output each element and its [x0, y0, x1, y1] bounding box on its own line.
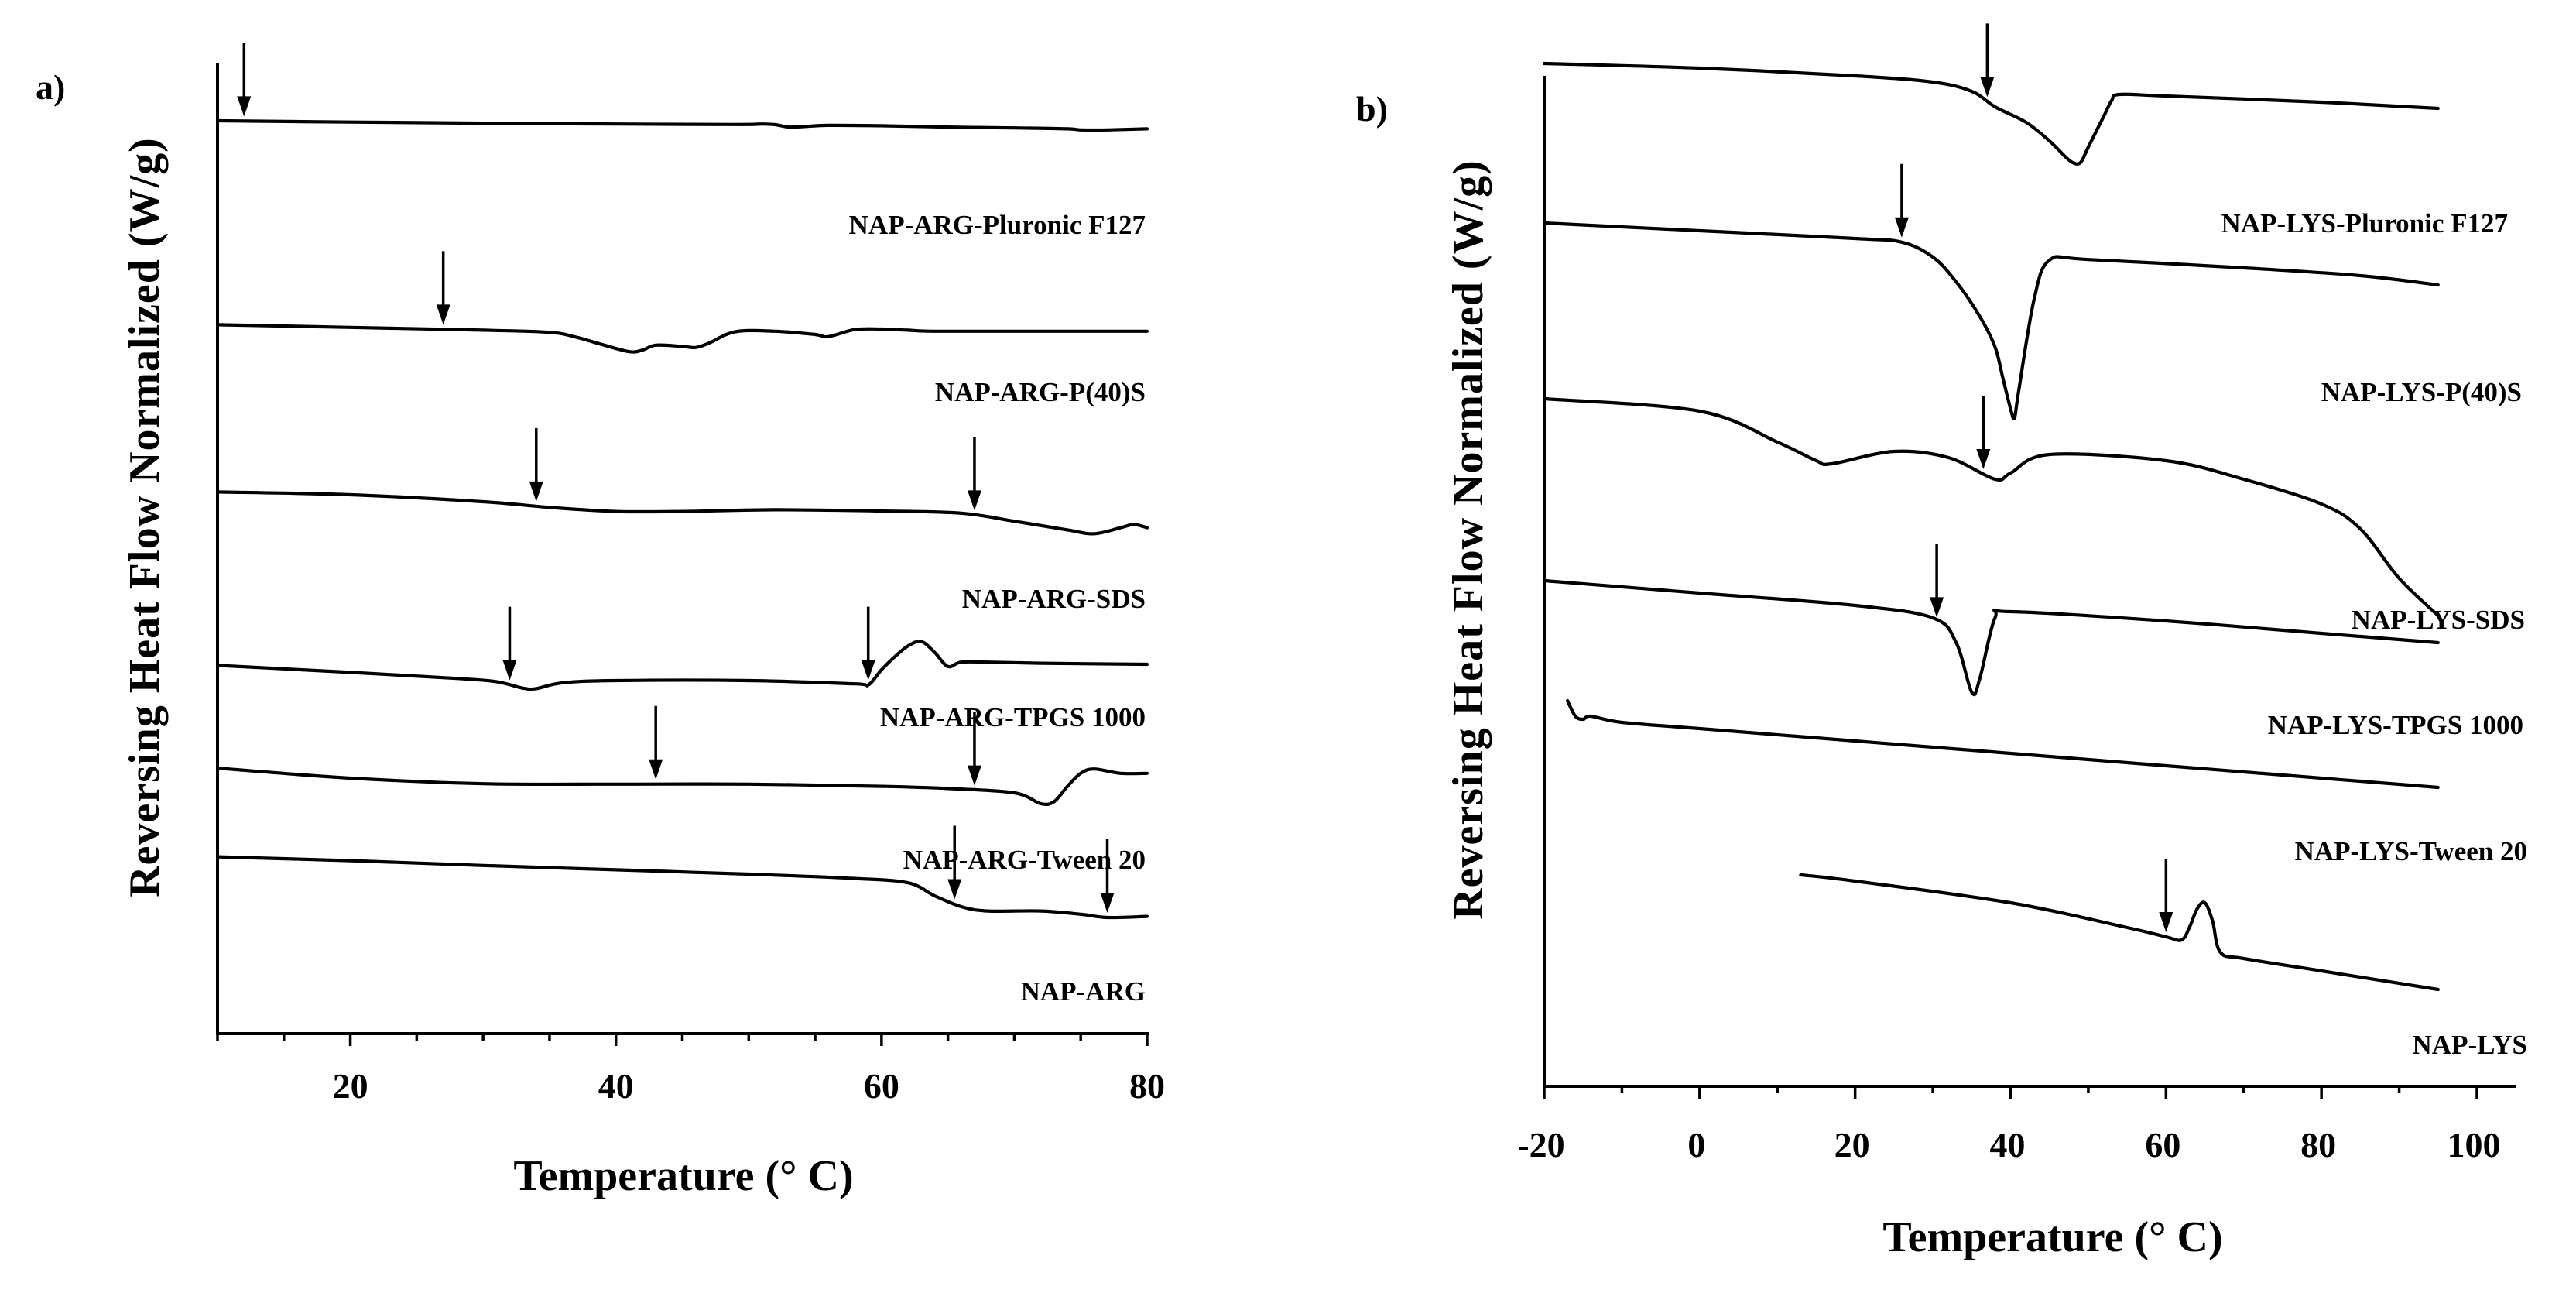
- series-label-nap-arg-sds: NAP-ARG-SDS: [962, 584, 1146, 614]
- panel-b-label: b): [1356, 89, 1388, 129]
- panel-a-x-tick-label: 20: [333, 1066, 368, 1106]
- panel-b-y-axis-label: Reversing Heat Flow Normalized (W/g): [1444, 159, 1492, 920]
- transition-arrow: [1930, 544, 1944, 618]
- panel-a-arrows: [237, 43, 1115, 913]
- panel-b-x-tick-label: 20: [1834, 1125, 1870, 1164]
- transition-arrow: [861, 606, 875, 681]
- panel-b-x-tick-label: 80: [2300, 1125, 2336, 1164]
- panel-b-x-tick-label: 100: [2448, 1125, 2501, 1164]
- transition-arrow: [1894, 163, 1909, 238]
- panel-a-series-labels: NAP-ARG-Pluronic F127 NAP-ARG-P(40)S NAP-A…: [849, 210, 1146, 1007]
- series-label-nap-lys: NAP-LYS: [2413, 1030, 2527, 1060]
- curve-nap-arg-sds: [215, 490, 1149, 536]
- panel-a-x-tick-label: 80: [1129, 1066, 1165, 1106]
- panel-a-label: a): [36, 67, 65, 107]
- panel-b-arrows: [1894, 23, 2174, 932]
- curve-nap-lys-pluronic-f127: [1542, 61, 2440, 166]
- transition-arrow: [502, 606, 517, 681]
- panel-b-x-tick-label: 40: [1990, 1125, 2026, 1164]
- transition-arrow: [436, 251, 450, 325]
- curve-nap-lys-sds: [1542, 396, 2440, 618]
- series-label-nap-lys-pluronic-f127: NAP-LYS-Pluronic F127: [2221, 208, 2508, 238]
- series-label-nap-lys-sds: NAP-LYS-SDS: [2352, 605, 2525, 635]
- panel-a-x-tick-label: 40: [598, 1066, 634, 1106]
- curve-nap-arg-tpgs-1000: [215, 640, 1149, 691]
- transition-arrow: [1100, 839, 1115, 913]
- series-label-nap-lys-tpgs-1000: NAP-LYS-TPGS 1000: [2268, 710, 2523, 740]
- series-label-nap-arg-p-40-s: NAP-ARG-P(40)S: [935, 377, 1146, 407]
- curve-nap-lys: [1799, 873, 2440, 992]
- panel-b-ticks: -20 0 20 40 60 80 100: [1517, 1086, 2501, 1164]
- curve-nap-lys-tpgs-1000: [1542, 578, 2440, 697]
- transition-arrow: [967, 437, 981, 511]
- panel-a-x-tick-label: 60: [864, 1066, 899, 1106]
- panel-a-x-axis-label: Temperature (° C): [513, 1152, 853, 1200]
- series-label-nap-arg-tpgs-1000: NAP-ARG-TPGS 1000: [880, 702, 1146, 732]
- panel-b-x-tick-label: 0: [1687, 1125, 1705, 1164]
- series-label-nap-arg-tween-20: NAP-ARG-Tween 20: [903, 845, 1146, 875]
- panel-b-x-tick-label: -20: [1517, 1125, 1564, 1164]
- transition-arrow: [1976, 396, 1991, 469]
- transition-arrow: [649, 705, 663, 780]
- series-label-nap-arg-pluronic-f127: NAP-ARG-Pluronic F127: [849, 210, 1146, 240]
- transition-arrow: [967, 712, 981, 786]
- panel-b-series-labels: NAP-LYS-Pluronic F127 NAP-LYS-P(40)S NAP-L…: [2221, 208, 2527, 1060]
- panel-b-x-axis-label: Temperature (° C): [1882, 1213, 2222, 1261]
- curve-nap-lys-p-40-s: [1542, 221, 2440, 420]
- transition-arrow: [1980, 23, 1995, 98]
- curve-nap-arg-tween-20: [215, 767, 1149, 807]
- panel-b: b) Reversing Heat Flow Normalized (W/g) …: [1356, 23, 2527, 1261]
- panel-b-curves: [1542, 61, 2440, 992]
- curve-nap-arg: [215, 855, 1149, 920]
- curve-nap-arg-p-40-s: [215, 323, 1149, 354]
- panel-b-x-tick-label: 60: [2145, 1125, 2180, 1164]
- series-label-nap-arg: NAP-ARG: [1021, 976, 1146, 1007]
- panel-a-ticks: 20 40 60 80: [216, 1034, 1165, 1106]
- series-label-nap-lys-tween-20: NAP-LYS-Tween 20: [2295, 836, 2527, 866]
- curve-nap-arg-pluronic-f127: [215, 118, 1149, 132]
- panel-a: a) Reversing Heat Flow Normalized (W/g) …: [36, 43, 1165, 1200]
- transition-arrow: [947, 825, 962, 900]
- panel-a-curves: [215, 118, 1149, 920]
- series-label-nap-lys-p-40-s: NAP-LYS-P(40)S: [2321, 377, 2522, 407]
- curve-nap-lys-tween-20: [1566, 698, 2440, 790]
- transition-arrow: [2159, 859, 2174, 932]
- transition-arrow: [237, 43, 252, 117]
- transition-arrow: [529, 427, 543, 502]
- panel-a-y-axis-label: Reversing Heat Flow Normalized (W/g): [121, 137, 169, 897]
